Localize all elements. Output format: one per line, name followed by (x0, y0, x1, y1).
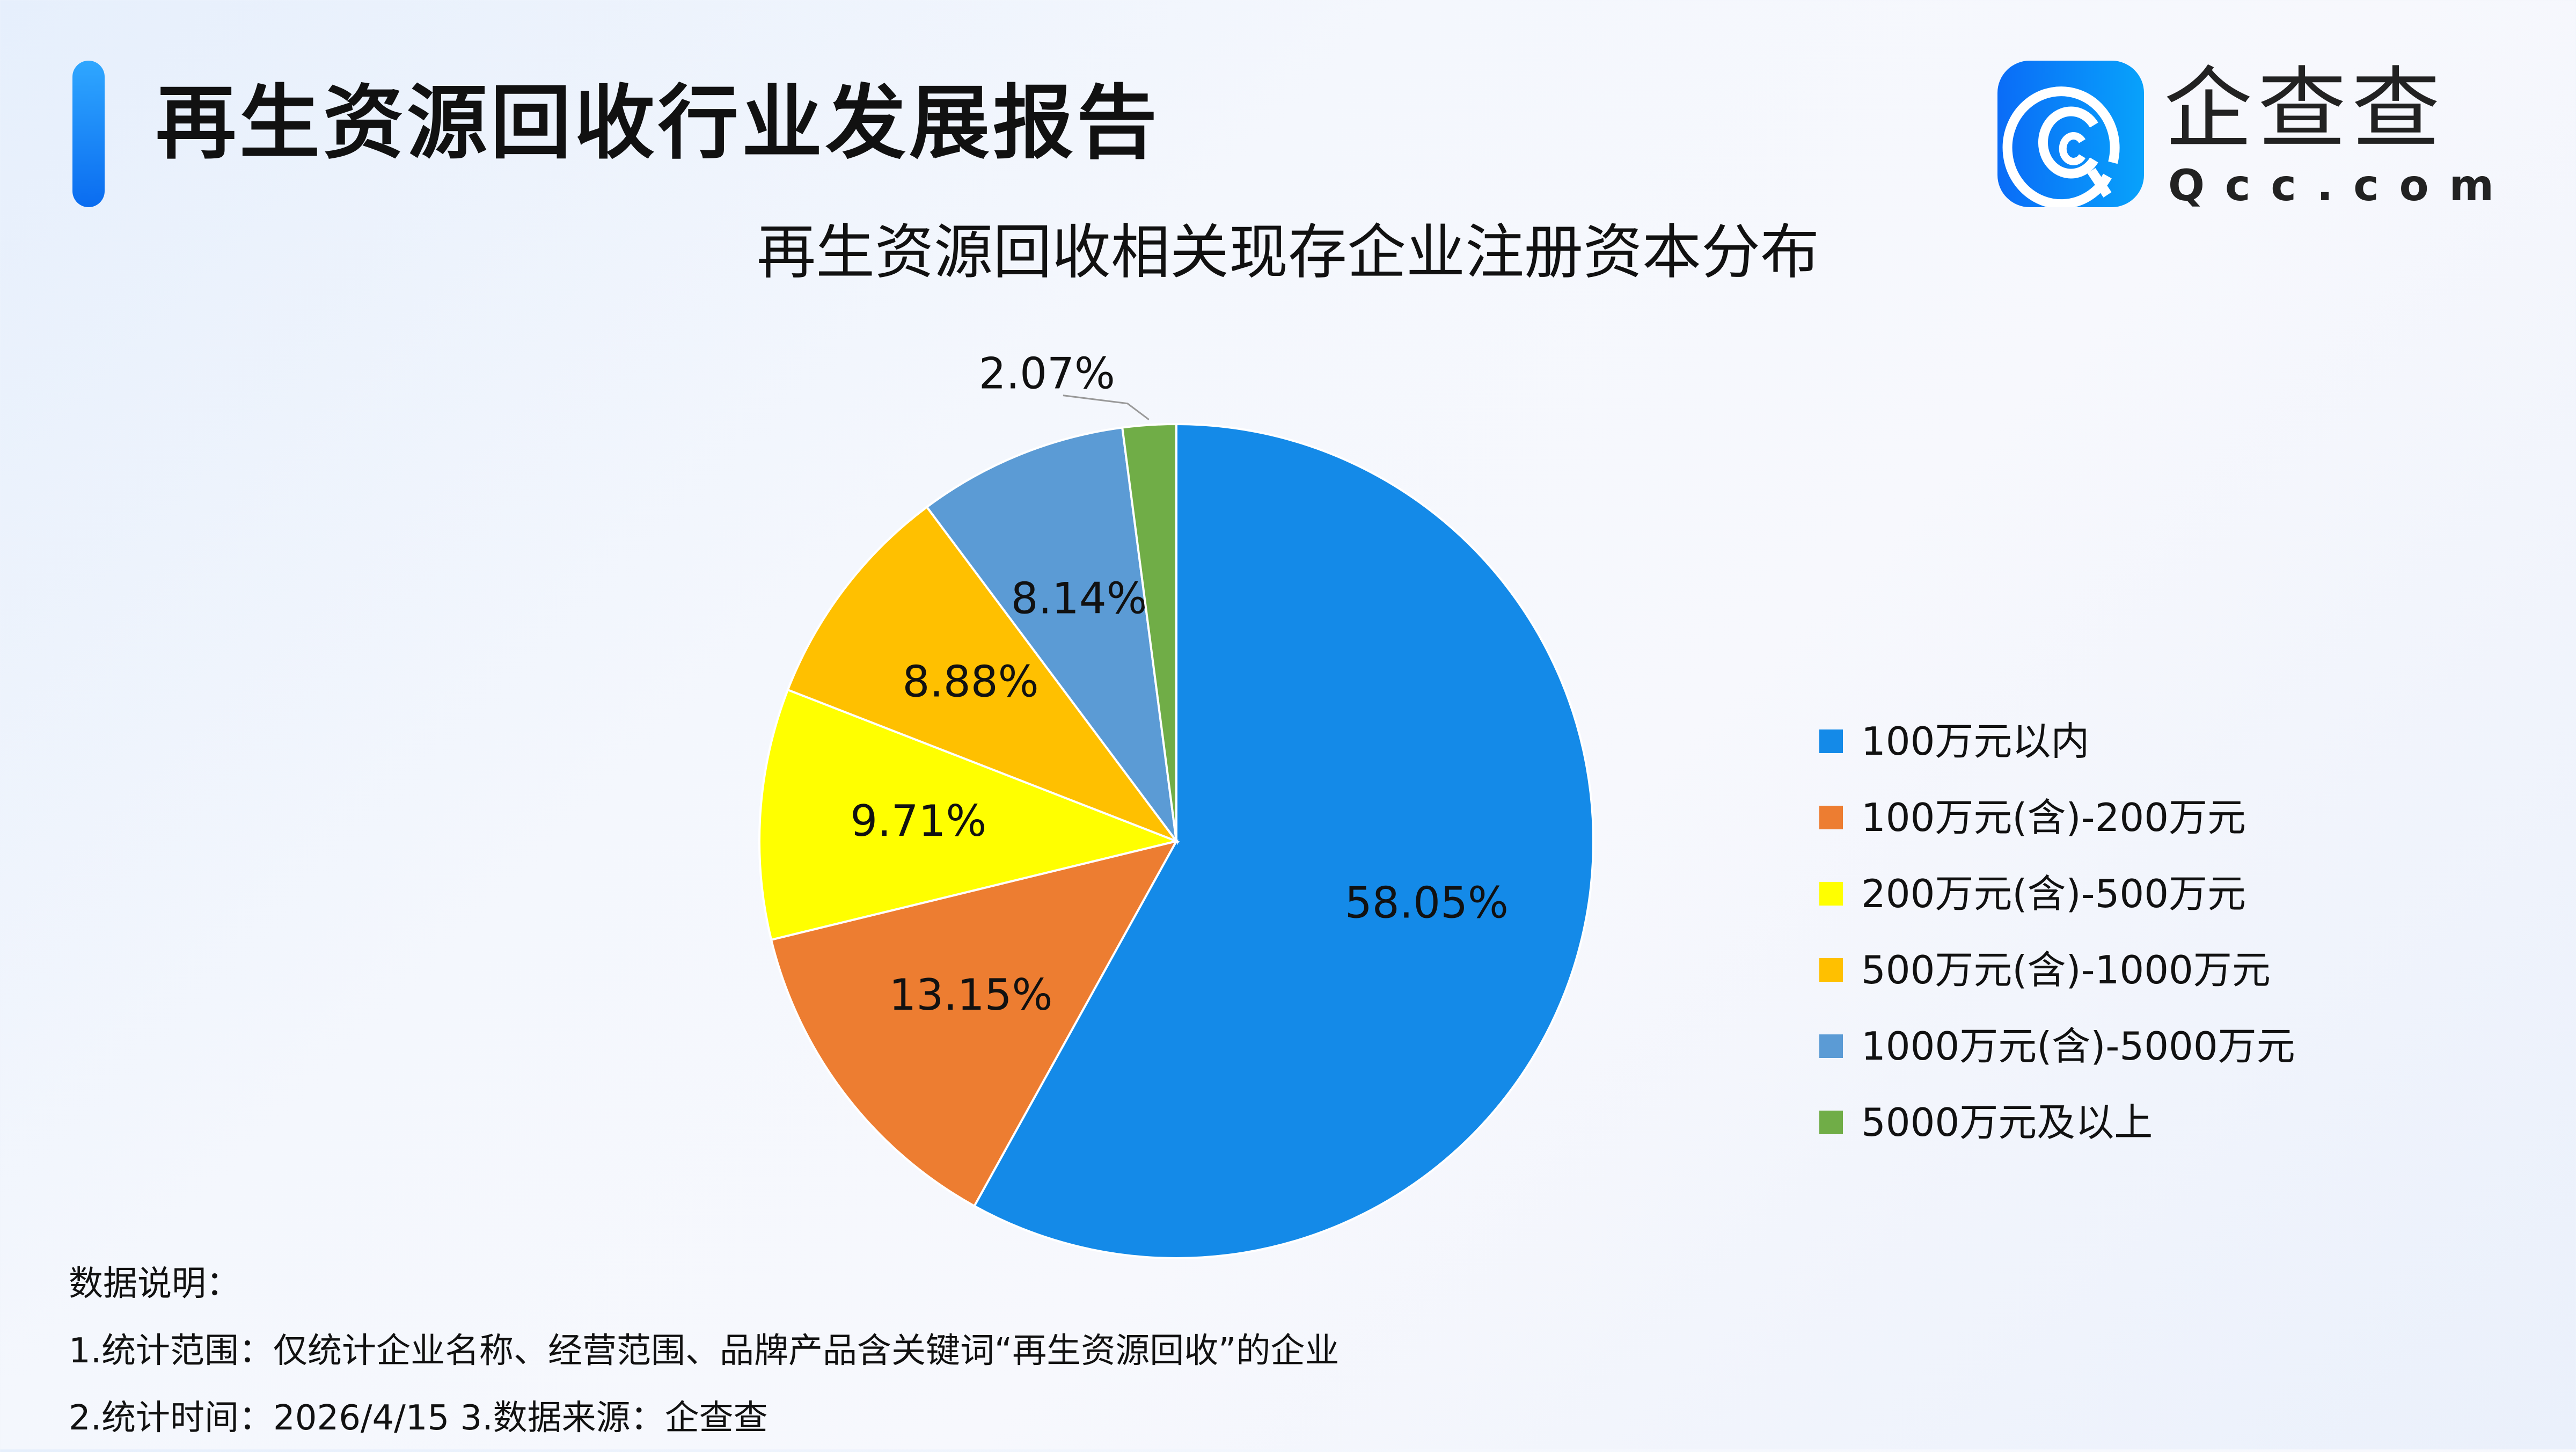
title-accent-bar (72, 61, 105, 207)
legend-item-0: 100万元以内 (1819, 703, 2295, 779)
legend-item-2: 200万元(含)-500万元 (1819, 856, 2295, 932)
legend-label: 100万元以内 (1861, 719, 2090, 764)
legend-swatch (1819, 806, 1843, 829)
legend-swatch (1819, 1034, 1843, 1058)
legend-swatch (1819, 1111, 1843, 1134)
data-notes: 数据说明： 1.统计范围：仅统计企业名称、经营范围、品牌产品含关键词“再生资源回… (69, 1251, 1339, 1452)
legend-item-4: 1000万元(含)-5000万元 (1819, 1008, 2295, 1084)
pie-slice-4 (925, 426, 1178, 845)
chart-title: 再生资源回收相关现存企业注册资本分布 (757, 218, 1819, 287)
legend-label: 200万元(含)-500万元 (1861, 871, 2246, 916)
leader-line-5 (1063, 395, 1150, 420)
legend-swatch (1819, 958, 1843, 982)
pie-slice-5 (1121, 422, 1177, 842)
notes-line-2: 2.统计时间：2026/4/15 3.数据来源：企查查 (69, 1398, 768, 1438)
legend-swatch (1819, 729, 1843, 753)
legend-label: 5000万元及以上 (1861, 1100, 2153, 1145)
logo-text-en: Qcc.com (2168, 160, 2514, 210)
pie-slice-1 (770, 839, 1179, 1208)
data-label-1: 13.15% (889, 970, 1053, 1020)
pie-slice-0 (972, 422, 1595, 1259)
data-label-0: 58.05% (1345, 878, 1509, 928)
legend-item-1: 100万元(含)-200万元 (1819, 779, 2295, 856)
legend-label: 100万元(含)-200万元 (1861, 795, 2246, 840)
legend-swatch (1819, 882, 1843, 906)
pie-slice-3 (786, 505, 1180, 844)
logo-text-cn: 企查查 (2164, 57, 2446, 160)
legend: 100万元以内 100万元(含)-200万元 200万元(含)-500万元 500万元… (1819, 703, 2295, 1161)
legend-label: 500万元(含)-1000万元 (1861, 947, 2271, 993)
qcc-logo: 企查查 Qcc.com (1997, 61, 2534, 211)
legend-label: 1000万元(含)-5000万元 (1861, 1024, 2295, 1069)
data-label-5: 2.07% (979, 349, 1115, 399)
notes-heading: 数据说明： (69, 1264, 240, 1304)
data-label-3: 8.88% (903, 656, 1039, 706)
notes-line-1: 1.统计范围：仅统计企业名称、经营范围、品牌产品含关键词“再生资源回收”的企业 (69, 1331, 1340, 1371)
data-label-4: 8.14% (1011, 574, 1147, 624)
page-title: 再生资源回收行业发展报告 (156, 77, 1161, 170)
qcc-logo-icon (1997, 61, 2144, 209)
data-label-2: 9.71% (850, 796, 986, 846)
pie-slice-2 (758, 688, 1180, 942)
legend-item-3: 500万元(含)-1000万元 (1819, 932, 2295, 1008)
legend-item-5: 5000万元及以上 (1819, 1084, 2295, 1161)
